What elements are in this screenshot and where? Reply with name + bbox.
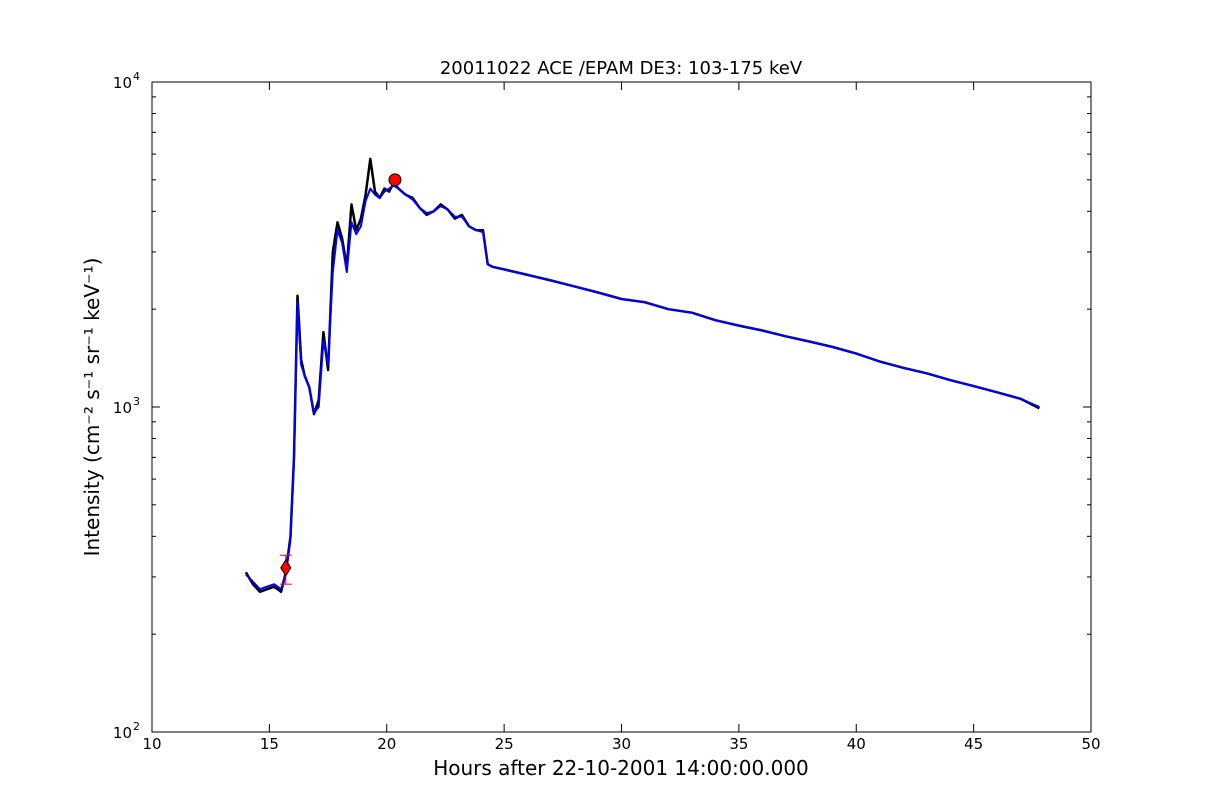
y-tick-exponent: 2: [133, 720, 140, 733]
chart-title: 20011022 ACE /EPAM DE3: 103-175 keV: [440, 58, 803, 79]
x-tick-label: 15: [260, 735, 279, 753]
tick-layer: [151, 81, 1092, 733]
y-tick-label: 10: [113, 399, 132, 417]
x-tick-label: 30: [612, 735, 631, 753]
y-tick-exponent: 3: [133, 395, 140, 408]
marker-layer: [279, 173, 402, 585]
y-tick-label: 10: [113, 74, 132, 92]
x-tick-label: 10: [142, 735, 161, 753]
x-tick-label: 40: [847, 735, 866, 753]
series-layer: [244, 157, 1040, 594]
x-tick-label: 45: [964, 735, 983, 753]
y-axis-label: Intensity (cm⁻² s⁻¹ sr⁻¹ keV⁻¹): [80, 258, 104, 557]
x-tick-label: 20: [377, 735, 396, 753]
y-tick-label: 10: [113, 724, 132, 742]
peak-marker: [388, 173, 402, 187]
plot-area: [151, 81, 1092, 733]
plot-frame: [151, 81, 1092, 733]
x-tick-label: 50: [1081, 735, 1100, 753]
x-tick-label: 35: [729, 735, 748, 753]
y-tick-exponent: 4: [133, 70, 140, 83]
x-axis-label: Hours after 22-10-2001 14:00:00.000: [433, 756, 809, 780]
x-tick-label: 25: [495, 735, 514, 753]
series-line-2: [245, 184, 1040, 591]
x-tick-labels: 10 15 20 25 30 35 40 45 50: [142, 735, 1100, 753]
onset-marker: [280, 558, 292, 577]
